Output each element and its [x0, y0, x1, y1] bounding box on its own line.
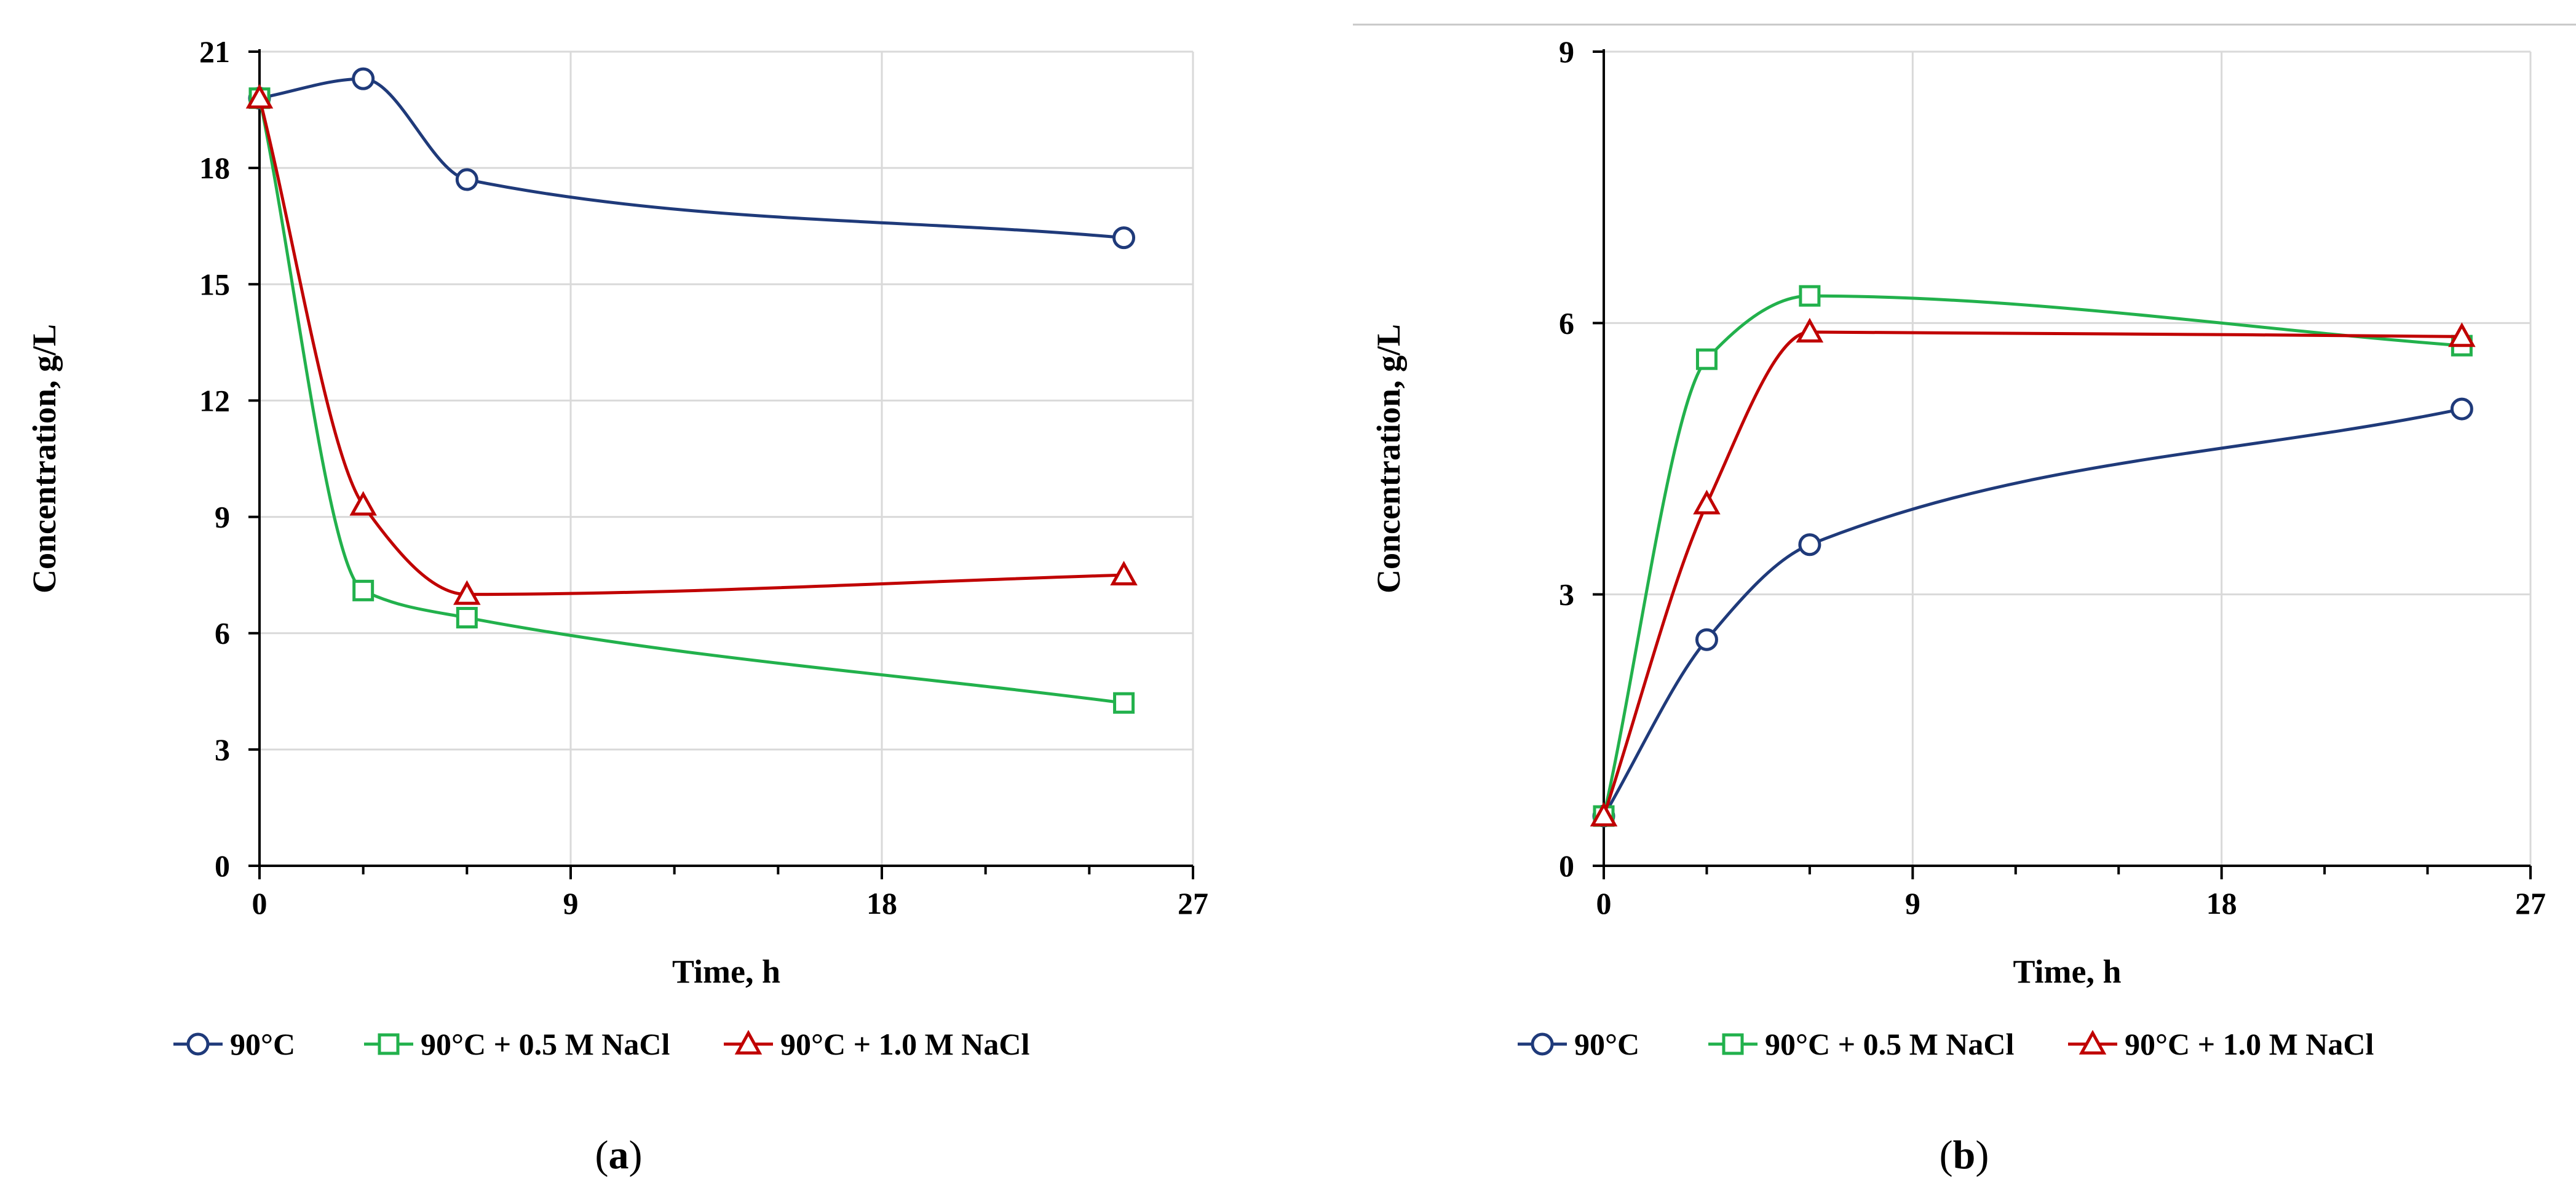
y-tick-label: 18 — [199, 151, 230, 185]
series-line — [259, 77, 1124, 240]
data-point — [1112, 226, 1136, 250]
series-line — [258, 98, 1124, 596]
legend-label: 90°C — [1574, 1027, 1639, 1061]
data-point — [352, 67, 375, 90]
y-tick-label: 9 — [1559, 34, 1574, 69]
x-tick-label: 18 — [2206, 886, 2237, 921]
data-point — [2448, 322, 2476, 347]
x-tick-label: 0 — [252, 886, 268, 921]
legend-marker — [1722, 1033, 1744, 1055]
y-axis-title: Concentration, g/L — [1370, 324, 1407, 593]
legend-label: 90°C + 0.5 M NaCl — [1765, 1027, 2015, 1061]
panel-caption: (b) — [1940, 1133, 1989, 1178]
y-tick-label: 9 — [215, 500, 230, 534]
x-tick-label: 18 — [866, 886, 897, 921]
legend-item: 90°C — [173, 1027, 295, 1061]
legend-marker — [2079, 1029, 2107, 1055]
series-2 — [1593, 285, 2473, 827]
y-tick-label: 3 — [215, 732, 230, 767]
legend-label: 90°C + 0.5 M NaCl — [421, 1027, 670, 1061]
y-tick-label: 6 — [1559, 306, 1574, 340]
legend-item: 90°C + 0.5 M NaCl — [364, 1027, 670, 1061]
panel-a: 0 9 18 27 0 3 6 9 12 15 18 21 Time, h Concentration, … — [26, 34, 1208, 1178]
legend-item: 90°C + 1.0 M NaCl — [2068, 1027, 2374, 1061]
legend-marker — [1531, 1032, 1554, 1056]
caption-letter: b — [1953, 1133, 1976, 1178]
caption-open: ( — [1940, 1133, 1953, 1178]
legend-marker — [734, 1029, 763, 1055]
x-axis-title: Time, h — [672, 953, 780, 990]
y-tick-label: 15 — [199, 267, 230, 301]
data-point — [349, 491, 377, 516]
data-point — [245, 84, 274, 109]
data-point — [2450, 397, 2473, 421]
legend-label: 90°C + 1.0 M NaCl — [2125, 1027, 2374, 1061]
series-line — [258, 98, 1124, 705]
data-point — [1799, 285, 1821, 307]
data-point — [1113, 692, 1135, 714]
series-3 — [245, 84, 1138, 605]
y-axis-title: Concentration, g/L — [26, 324, 63, 593]
y-tick-label: 6 — [215, 616, 230, 651]
series-3 — [1590, 317, 2476, 826]
data-point — [1590, 801, 1618, 826]
legend-item: 90°C — [1518, 1027, 1639, 1061]
data-point — [455, 168, 478, 191]
legend-marker — [186, 1032, 210, 1056]
y-tick-label: 0 — [1559, 849, 1574, 883]
gridlines — [260, 50, 1194, 866]
caption-close: ) — [1975, 1133, 1989, 1178]
data-point — [352, 579, 375, 601]
x-tick-label: 27 — [2515, 886, 2546, 921]
data-point — [456, 606, 478, 628]
caption-close: ) — [629, 1133, 643, 1178]
series-line — [1602, 294, 2462, 817]
x-axis-title: Time, h — [2013, 953, 2121, 990]
panel-caption: (a) — [595, 1133, 643, 1178]
y-tick-label: 0 — [215, 849, 230, 883]
caption-letter: a — [609, 1133, 629, 1178]
y-tick-label: 12 — [199, 383, 230, 418]
y-tick-label: 3 — [1559, 577, 1574, 612]
series-line — [1602, 330, 2462, 817]
data-point — [1693, 489, 1721, 515]
data-point — [1796, 317, 1824, 343]
legend: 90°C 90°C + 0.5 M NaCl 90°C + 1.0 M NaCl — [1518, 1027, 2374, 1061]
legend-marker — [378, 1033, 400, 1055]
data-point — [1798, 533, 1821, 556]
legend-item: 90°C + 1.0 M NaCl — [724, 1027, 1030, 1061]
data-point — [453, 580, 481, 605]
series-line — [1602, 407, 2462, 817]
data-point — [1695, 348, 1718, 370]
x-tick-label: 9 — [1905, 886, 1920, 921]
legend: 90°C 90°C + 0.5 M NaCl 90°C + 1.0 M NaCl — [173, 1027, 1030, 1061]
legend-label: 90°C + 1.0 M NaCl — [780, 1027, 1030, 1061]
x-tick-label: 27 — [1178, 886, 1208, 921]
data-point — [1695, 628, 1718, 651]
y-tick-label: 21 — [199, 34, 230, 69]
series-1 — [248, 67, 1136, 250]
x-tick-label: 0 — [1596, 886, 1612, 921]
caption-open: ( — [595, 1133, 609, 1178]
x-tick-label: 9 — [563, 886, 579, 921]
gridlines — [1604, 50, 2532, 866]
data-point — [1110, 560, 1138, 586]
legend-label: 90°C — [230, 1027, 295, 1061]
legend-item: 90°C + 0.5 M NaCl — [1708, 1027, 2015, 1061]
